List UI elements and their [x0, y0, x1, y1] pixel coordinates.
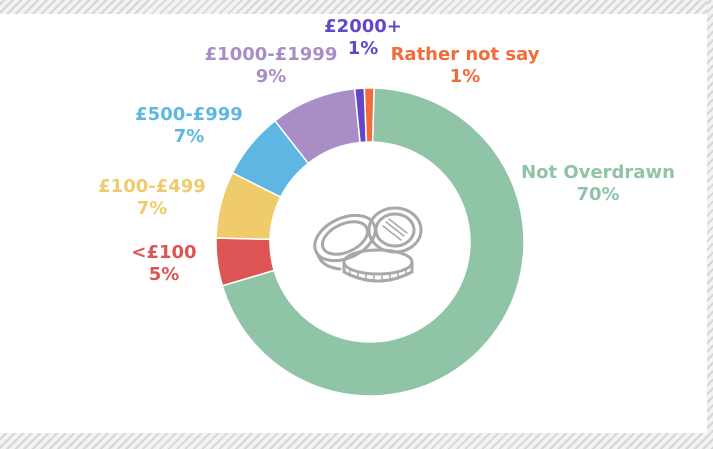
label-500-999: £500-£999 7%	[126, 104, 252, 148]
label-under-100-value: 5%	[148, 264, 180, 285]
label-not-overdrawn: Not Overdrawn 70%	[518, 162, 678, 206]
label-2000-plus-value: 1%	[347, 38, 379, 59]
slice-not-overdrawn	[221, 87, 525, 397]
label-rather-not-say-name: Rather not say	[390, 44, 540, 65]
label-1000-1999: £1000-£1999 9%	[196, 44, 346, 88]
label-2000-plus: £2000+ 1%	[318, 16, 408, 60]
label-100-499-name: £100-£499	[98, 176, 206, 197]
label-100-499: £100-£499 7%	[90, 176, 214, 220]
label-under-100: <£100 5%	[116, 242, 212, 286]
label-rather-not-say-value: 1%	[449, 66, 481, 87]
label-not-overdrawn-value: 70%	[576, 184, 620, 205]
bottom-stripe-border	[0, 433, 713, 449]
slice-rather-not-say	[363, 87, 375, 143]
top-stripe-border	[0, 0, 713, 14]
label-under-100-name: <£100	[131, 242, 197, 263]
right-stripe-border	[707, 0, 713, 449]
coins-icon	[313, 206, 423, 283]
label-500-999-name: £500-£999	[135, 104, 243, 125]
label-2000-plus-name: £2000+	[324, 16, 402, 37]
label-1000-1999-value: 9%	[255, 66, 287, 87]
label-not-overdrawn-name: Not Overdrawn	[521, 162, 675, 183]
label-rather-not-say: Rather not say 1%	[384, 44, 546, 88]
label-500-999-value: 7%	[173, 126, 205, 147]
label-1000-1999-name: £1000-£1999	[204, 44, 338, 65]
label-100-499-value: 7%	[136, 198, 168, 219]
slices	[215, 87, 525, 397]
